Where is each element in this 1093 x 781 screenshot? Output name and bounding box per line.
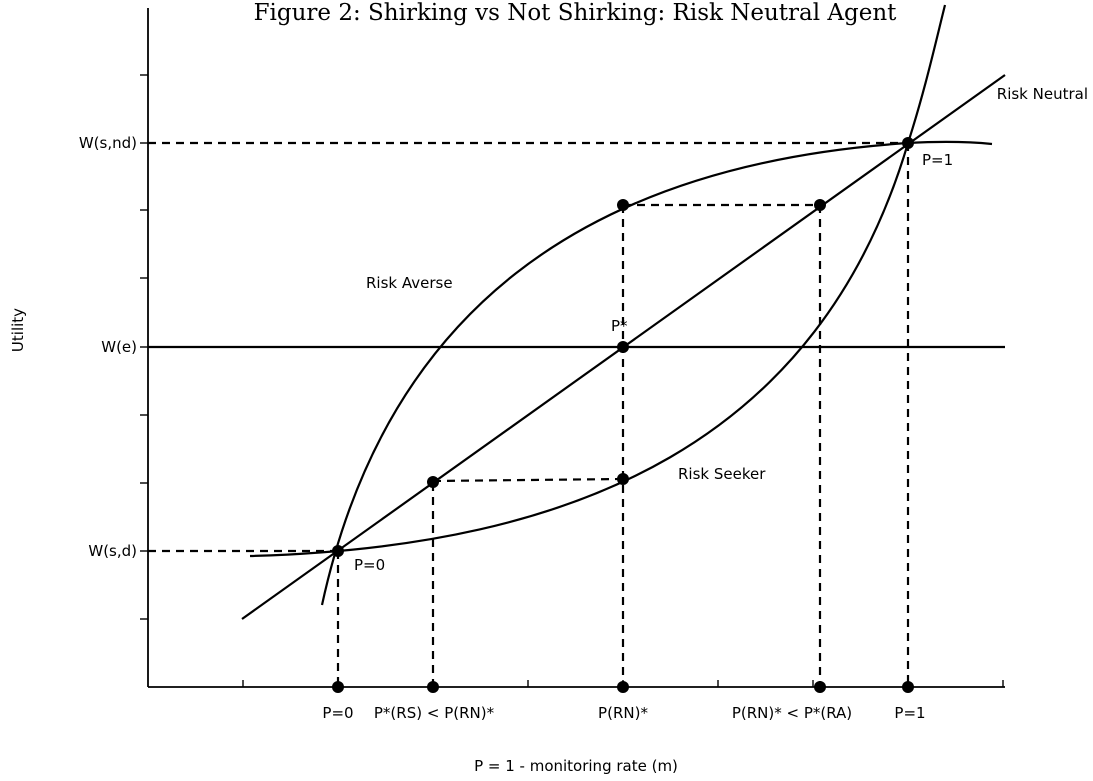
y-axis-title: Utility <box>9 308 27 352</box>
label-risk-seeker: Risk Seeker <box>678 465 766 483</box>
x-label-p-rs: P*(RS) < P(RN)* <box>374 704 495 722</box>
x-label-p0: P=0 <box>322 704 353 722</box>
point-label-p0: P=0 <box>354 556 385 574</box>
risk-averse-curve <box>320 140 993 606</box>
point-risk-neutral-ra <box>814 199 826 211</box>
point-p-star <box>617 341 629 353</box>
x-label-p-ra: P(RN)* < P*(RA) <box>732 704 852 722</box>
y-label-w-s-d: W(s,d) <box>88 542 137 560</box>
point-risk-averse-p-rn <box>617 199 629 211</box>
point-risk-seeker-p-rn <box>617 473 629 485</box>
risk-seeker-curve <box>249 4 947 558</box>
point-label-p-star: P* <box>611 317 628 335</box>
point-risk-neutral-rs <box>427 476 439 488</box>
x-axis-title: P = 1 - monitoring rate (m) <box>474 757 678 775</box>
point-label-p1: P=1 <box>922 151 953 169</box>
point-p1 <box>902 137 914 149</box>
x-label-p1: P=1 <box>894 704 925 722</box>
dashed-guides <box>148 141 910 687</box>
axis-point-p0 <box>332 681 344 693</box>
y-label-w-s-nd: W(s,nd) <box>79 134 137 152</box>
figure-title: Figure 2: Shirking vs Not Shirking: Risk… <box>254 0 898 26</box>
x-label-p-rn: P(RN)* <box>598 704 648 722</box>
axis-point-p1 <box>902 681 914 693</box>
axis-point-p-ra <box>814 681 826 693</box>
label-risk-averse: Risk Averse <box>366 274 453 292</box>
y-label-w-e: W(e) <box>101 338 137 356</box>
label-risk-neutral: Risk Neutral <box>997 85 1088 103</box>
axis-point-p-rn <box>617 681 629 693</box>
points <box>332 137 914 693</box>
y-ticks <box>140 74 148 620</box>
axis-point-p-rs <box>427 681 439 693</box>
point-p0 <box>332 545 344 557</box>
